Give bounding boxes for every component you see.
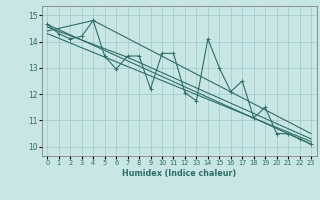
X-axis label: Humidex (Indice chaleur): Humidex (Indice chaleur) <box>122 169 236 178</box>
